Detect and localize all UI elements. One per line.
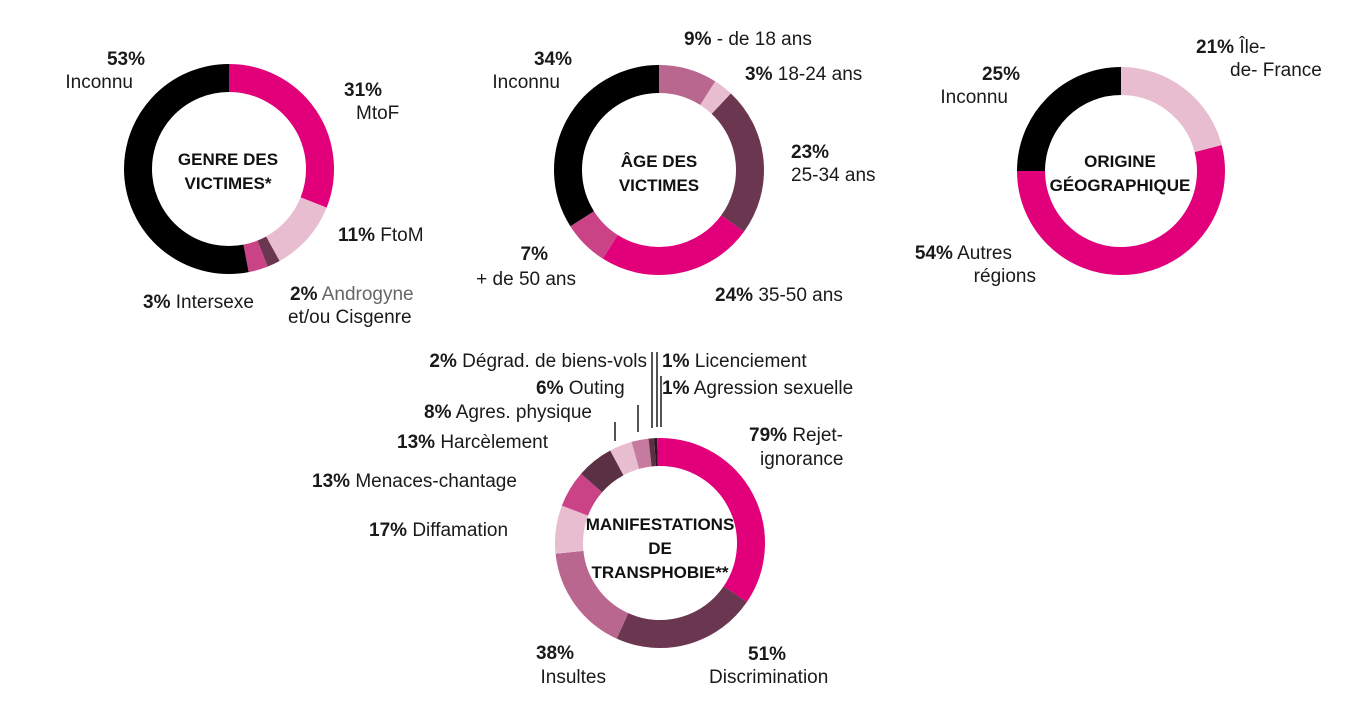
donut-slice-age-2 — [711, 93, 764, 232]
data-label-manif-agres-physique: 8% Agres. physique — [424, 402, 592, 423]
data-label-origine-idf-l2: de- France — [1230, 60, 1322, 81]
data-label-age-inconnu-pct: 34% — [534, 49, 572, 70]
data-label-manif-degrad: 2% Dégrad. de biens-vols — [429, 351, 647, 372]
data-label-manif-discrimination-pct: 51% — [748, 644, 786, 665]
donut-origine — [1017, 67, 1225, 276]
donut-genre — [124, 64, 334, 274]
data-label-manif-insultes-pct: 38% — [536, 643, 574, 664]
data-label-manif-rejet-l2: ignorance — [760, 449, 843, 470]
data-label-age-over50: + de 50 ans — [476, 269, 576, 290]
donut-slice-age-4 — [570, 210, 619, 259]
donut-slice-manif-1 — [616, 585, 747, 648]
data-label-age-under18: 9% - de 18 ans — [684, 29, 812, 50]
leader-lines — [614, 352, 662, 441]
center-title-genre-l2: VICTIMES* — [185, 174, 272, 193]
donut-slice-manif-5 — [581, 450, 624, 493]
data-label-manif-discrimination: Discrimination — [709, 667, 828, 688]
data-label-origine-autres-l2: régions — [974, 266, 1036, 287]
donut-slice-genre-3 — [243, 240, 268, 273]
data-label-manif-rejet-l1: 79% Rejet- — [749, 425, 843, 446]
donut-slice-manif-7 — [631, 438, 652, 469]
data-label-manif-outing: 6% Outing — [536, 378, 625, 399]
center-title-age-l2: VICTIMES — [619, 176, 699, 195]
donut-slice-age-0 — [658, 65, 716, 106]
donut-slice-manif-6 — [610, 441, 640, 476]
data-label-age-35-50: 24% 35-50 ans — [715, 285, 843, 306]
donut-slice-age-5 — [554, 65, 660, 227]
data-label-age-25-34: 25-34 ans — [791, 165, 876, 186]
donut-manifestations — [555, 438, 765, 648]
donut-slice-origine-0 — [1120, 67, 1222, 153]
data-label-manif-insultes: Insultes — [541, 667, 606, 688]
data-label-origine-inconnu-pct: 25% — [982, 64, 1020, 85]
donut-slice-manif-0 — [659, 438, 765, 602]
data-label-genre-ftom: 11% FtoM — [338, 225, 424, 246]
data-label-manif-diffamation: 17% Diffamation — [369, 520, 508, 541]
donut-slice-manif-4 — [561, 473, 603, 517]
data-label-origine-idf-l1: 21% Île- — [1196, 36, 1266, 58]
donut-slice-origine-1 — [1017, 145, 1225, 276]
data-label-genre-cisgenre: et/ou Cisgenre — [288, 307, 412, 328]
center-title-manif-l1: MANIFESTATIONS — [586, 515, 735, 534]
donut-slice-genre-2 — [257, 236, 280, 267]
donut-slice-age-3 — [602, 214, 744, 275]
donut-slice-origine-2 — [1017, 67, 1122, 172]
data-label-manif-harcelement: 13% Harcèlement — [397, 432, 549, 453]
data-label-manif-licenciement: 1% Licenciement — [662, 351, 807, 372]
data-label-genre-androgyne: 2% Androgyne — [290, 284, 414, 305]
donut-slice-genre-4 — [124, 64, 249, 274]
center-title-origine-l1: ORIGINE — [1084, 152, 1156, 171]
data-label-origine-autres-l1: 54% Autres — [915, 243, 1012, 264]
center-title-age-l1: ÂGE DES — [621, 152, 698, 171]
data-label-manif-agression: 1% Agression sexuelle — [662, 378, 853, 399]
data-label-genre-mtof-pct: 31% — [344, 80, 382, 101]
data-label-age-inconnu: Inconnu — [492, 72, 560, 93]
donut-slice-genre-1 — [265, 196, 327, 262]
data-label-age-over50-pct: 7% — [521, 244, 549, 265]
center-title-origine-l2: GÉOGRAPHIQUE — [1050, 176, 1191, 195]
center-title-genre-l1: GENRE DES — [178, 150, 278, 169]
donut-slice-manif-3 — [555, 505, 589, 554]
data-label-age-18-24: 3% 18-24 ans — [745, 64, 862, 85]
donut-slice-genre-0 — [228, 64, 334, 208]
donut-slice-age-1 — [699, 81, 731, 115]
data-label-age-25-34-pct: 23% — [791, 142, 829, 163]
donut-slice-manif-2 — [555, 550, 629, 639]
data-label-origine-inconnu: Inconnu — [940, 87, 1008, 108]
data-label-genre-mtof: MtoF — [356, 103, 399, 124]
data-label-manif-menaces: 13% Menaces-chantage — [312, 471, 517, 492]
center-title-manif-l2: DE — [648, 539, 672, 558]
center-title-manif-l3: TRANSPHOBIE** — [592, 563, 729, 582]
data-label-genre-inconnu: Inconnu — [65, 72, 133, 93]
data-label-genre-intersexe: 3% Intersexe — [143, 292, 254, 313]
data-label-genre-inconnu-pct: 53% — [107, 49, 145, 70]
donut-age — [554, 65, 764, 275]
